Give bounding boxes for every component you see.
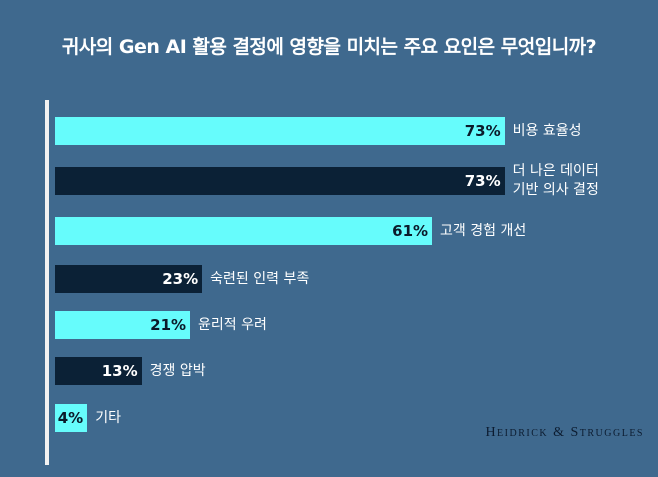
data-label: 73%	[464, 172, 501, 190]
bar-row: 4% 기타	[55, 404, 121, 432]
data-label: 23%	[162, 270, 199, 288]
data-label: 61%	[392, 222, 429, 240]
category-label: 숙련된 인력 부족	[210, 270, 310, 287]
data-label: 13%	[101, 362, 138, 380]
bar: 73%	[55, 167, 505, 195]
bar-row: 23% 숙련된 인력 부족	[55, 265, 309, 293]
y-axis-line	[45, 100, 49, 465]
bar: 73%	[55, 117, 505, 145]
bar-row: 73% 더 나은 데이터 기반 의사 결정	[55, 163, 599, 198]
chart-title: 귀사의 Gen AI 활용 결정에 영향을 미치는 주요 요인은 무엇입니까?	[61, 36, 597, 58]
category-label: 윤리적 우려	[198, 316, 267, 333]
bar-row: 73% 비용 효율성	[55, 117, 582, 145]
bar: 23%	[55, 265, 203, 293]
category-label: 기타	[95, 409, 121, 426]
brand-logo: Heidrick & Struggles	[485, 425, 644, 440]
category-label: 더 나은 데이터 기반 의사 결정	[512, 163, 599, 198]
data-label: 21%	[150, 316, 187, 334]
category-label: 비용 효율성	[512, 122, 582, 139]
bar-row: 21% 윤리적 우려	[55, 311, 267, 339]
bar-row: 13% 경쟁 압박	[55, 357, 206, 385]
data-label: 4%	[57, 409, 84, 427]
bar: 21%	[55, 311, 191, 339]
category-label: 고객 경험 개선	[440, 222, 527, 239]
bar-row: 61% 고객 경험 개선	[55, 217, 526, 245]
bar: 4%	[55, 404, 88, 432]
bar: 61%	[55, 217, 433, 245]
category-label: 경쟁 압박	[149, 362, 206, 379]
bar: 13%	[55, 357, 142, 385]
data-label: 73%	[464, 122, 501, 140]
